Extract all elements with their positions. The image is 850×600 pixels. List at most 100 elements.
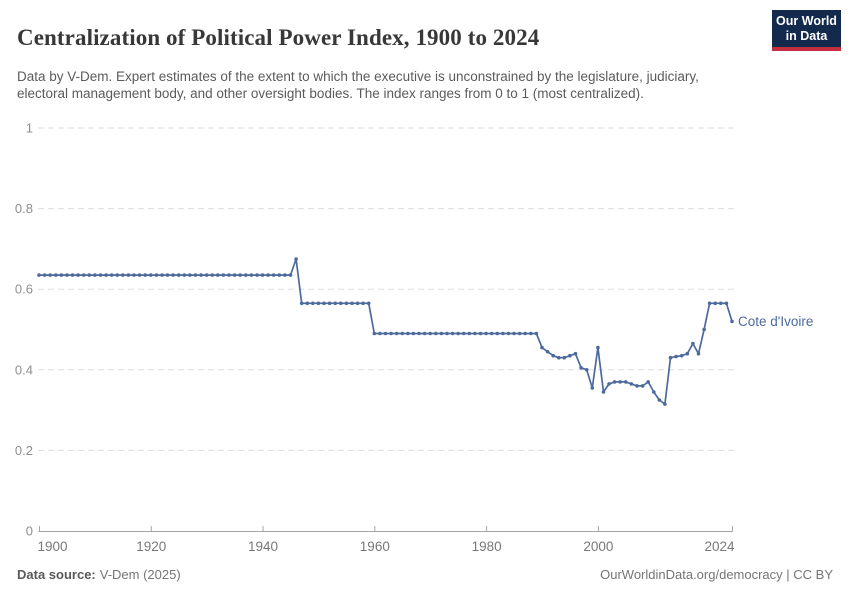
data-point [562,355,567,360]
data-point [467,331,472,336]
data-point [417,331,421,336]
data-point [109,273,114,277]
data-point [137,273,142,277]
data-point [232,273,237,277]
data-point [160,273,164,277]
data-point [501,331,505,336]
footer-citation-link[interactable]: OurWorldinData.org/democracy | CC BY [600,567,833,582]
data-point [149,273,153,277]
data-point [512,331,516,336]
data-point [143,273,147,277]
data-point [171,273,175,277]
page-title: Centralization of Political Power Index,… [17,25,540,51]
data-point [428,331,433,336]
data-source-label: Data source: [17,567,96,582]
owid-logo-line2: in Data [785,28,828,43]
data-point [54,273,58,277]
data-point [176,273,181,277]
data-point [238,273,242,277]
data-point [646,380,650,384]
data-point [361,301,365,306]
data-point [506,331,511,336]
data-point [629,382,634,386]
data-point [540,345,544,350]
data-point [294,257,298,261]
data-point [394,331,399,336]
data-point [327,301,332,306]
data-point [473,331,477,336]
data-point [730,319,734,324]
data-point [322,301,326,306]
data-point [612,380,617,384]
data-point [244,273,248,277]
data-point [70,273,75,277]
data-point [115,273,119,277]
x-tick-label: 1900 [38,539,68,554]
data-point [76,273,80,277]
data-point [249,273,254,277]
data-point [596,345,600,350]
data-point [121,273,125,277]
data-point [182,273,187,277]
data-point [406,331,410,336]
data-point [461,331,466,336]
data-point [311,301,315,306]
data-point [618,380,622,384]
data-point [48,273,52,277]
data-point [188,273,192,277]
x-tick-label: 1940 [248,539,278,554]
data-point [87,273,92,277]
data-point [534,331,539,336]
data-point [93,273,97,277]
data-point [210,273,215,277]
data-point [640,384,645,388]
data-source-value: V-Dem (2025) [99,567,181,582]
owid-logo[interactable]: Our World in Data [772,10,841,51]
data-point [199,273,203,277]
data-point [484,331,488,336]
data-point [652,390,656,394]
chart-footer: Data source: V-Dem (2025) OurWorldinData.… [17,567,833,582]
data-source-note: Data source: V-Dem (2025) [17,567,181,582]
x-tick-label: 1920 [136,539,166,554]
data-point [271,273,276,277]
data-point [383,331,388,336]
data-point [37,273,41,277]
data-point [551,353,555,358]
data-point [713,301,717,306]
data-point [529,331,533,336]
data-point [696,351,701,356]
data-point [590,386,595,390]
data-point [668,355,673,360]
data-point [305,301,310,306]
data-point [65,273,69,277]
x-tick-label: 1960 [360,539,390,554]
data-point [657,398,662,402]
data-point [584,368,589,372]
data-point [154,273,159,277]
data-point [372,331,377,336]
y-tick-label: 0.8 [15,201,33,216]
data-point [624,380,628,384]
data-point [568,353,572,358]
y-tick-label: 0.4 [15,362,33,377]
owid-logo-line1: Our World [776,14,837,29]
x-tick-label: 2000 [583,539,613,554]
data-point [339,301,343,306]
data-point [411,331,416,336]
data-point [283,273,287,277]
x-tick-label: 2024 [704,539,735,554]
data-point [344,301,349,306]
data-point [389,331,393,336]
chart-canvas: 0 0.2 0.4 0.6 0.8 1 1900 1920 1940 1960 1980 2000 20… [15,121,813,555]
data-point [495,331,500,336]
data-point [601,390,606,394]
data-point [450,331,455,336]
data-point [445,331,449,336]
data-point [255,273,259,277]
data-point [439,331,444,336]
data-point [434,331,438,336]
data-point [333,301,338,306]
data-point [702,327,706,332]
